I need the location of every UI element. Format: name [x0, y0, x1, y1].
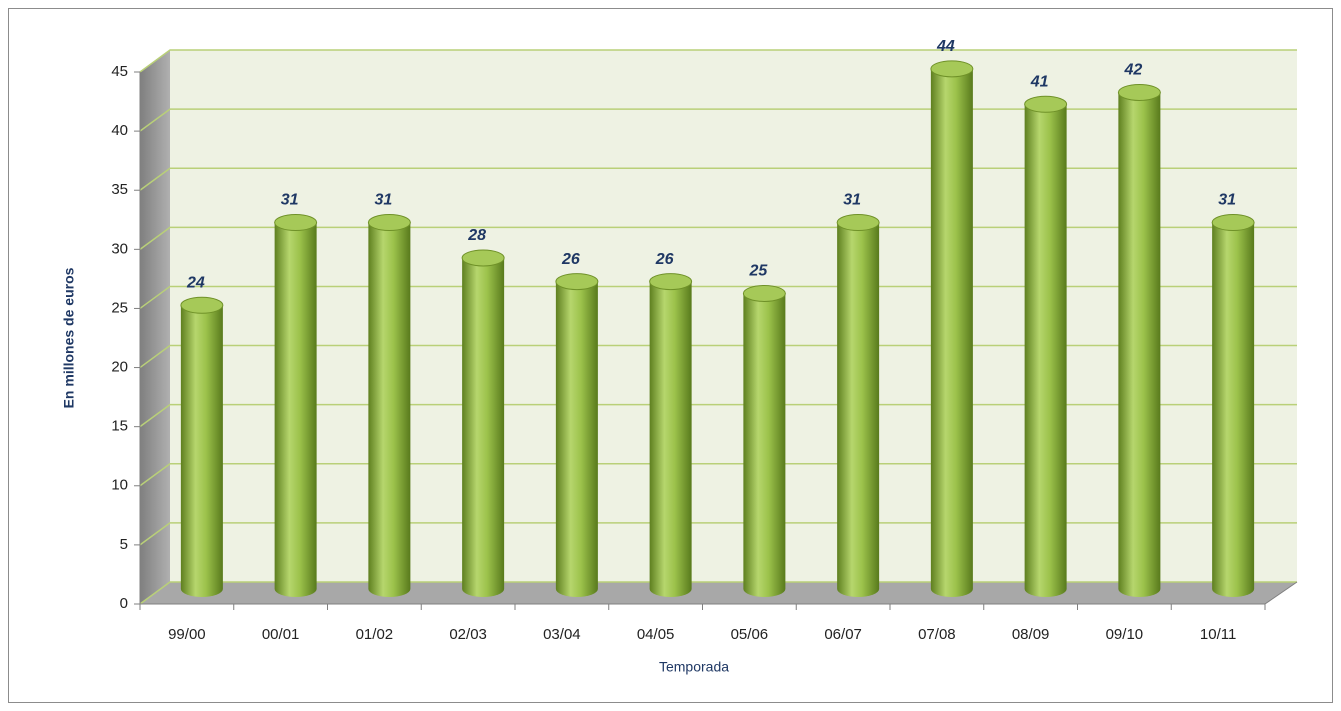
bar-body [555, 281, 598, 597]
bar [1117, 83, 1161, 597]
grid-line [139, 522, 1297, 546]
bar-body [837, 222, 880, 597]
side-wall [140, 50, 170, 604]
y-tick-label: 25 [111, 299, 128, 316]
bar [1211, 214, 1255, 597]
bar-body [1212, 222, 1255, 597]
bar [180, 296, 224, 597]
x-tick-label: 09/10 [1106, 626, 1144, 643]
bar-body [1024, 104, 1067, 598]
grid-line [139, 285, 1297, 310]
bar-body [368, 222, 411, 597]
value-label: 41 [1030, 74, 1049, 91]
y-tick-label: 15 [111, 418, 128, 435]
x-tick-label: 06/07 [824, 626, 862, 643]
bar [274, 214, 318, 597]
bar-body [274, 222, 317, 597]
floor [140, 582, 1297, 604]
y-tick-label: 45 [111, 63, 128, 80]
value-label: 28 [467, 227, 486, 244]
bar-top [1117, 83, 1161, 101]
bar-body [1118, 92, 1161, 597]
value-label: 31 [1218, 192, 1236, 209]
grid-line [139, 167, 1297, 191]
grid-line [139, 403, 1297, 428]
grid-line [139, 49, 1297, 73]
x-tick-label: 01/02 [356, 626, 394, 643]
bar-top [1211, 214, 1255, 232]
bar [930, 60, 974, 598]
bar-top [930, 60, 974, 78]
grid-line [139, 463, 1297, 487]
x-tick-label: 02/03 [449, 626, 487, 643]
bar [1024, 95, 1068, 598]
grid-line [139, 344, 1297, 369]
x-tick-label: 10/11 [1200, 626, 1236, 643]
value-label: 42 [1123, 62, 1142, 79]
bar-top [367, 214, 411, 232]
y-tick-label: 30 [111, 240, 128, 257]
bar-top [836, 214, 880, 232]
x-tick-label: 03/04 [543, 626, 581, 643]
x-axis-title: Temporada [659, 659, 729, 675]
bar-top [461, 249, 505, 267]
bar-body [180, 305, 223, 597]
x-axis-depth [1264, 581, 1298, 605]
y-tick-label: 5 [120, 536, 128, 553]
bar-body [743, 293, 786, 597]
grid-line [139, 108, 1297, 132]
grid-line [139, 226, 1297, 250]
bar [461, 249, 505, 597]
value-label: 31 [281, 192, 299, 209]
bar [649, 273, 693, 597]
value-label: 31 [843, 192, 861, 209]
x-tick-label: 99/00 [168, 626, 206, 643]
x-tick-label: 00/01 [262, 626, 300, 643]
back-wall [170, 50, 1297, 582]
y-tick-label: 10 [111, 477, 128, 494]
value-label: 26 [655, 251, 674, 268]
bar-top [1024, 95, 1068, 113]
value-label: 25 [748, 263, 768, 280]
x-tick-label: 07/08 [918, 626, 956, 643]
y-axis-title: En millones de euros [61, 267, 77, 408]
x-tick-label: 05/06 [731, 626, 769, 643]
y-tick-label: 0 [120, 595, 128, 612]
bar-body [462, 257, 505, 597]
value-label: 44 [936, 38, 955, 55]
value-label: 26 [561, 251, 580, 268]
value-label: 24 [186, 274, 205, 291]
bar-body [930, 68, 973, 598]
bar [836, 214, 880, 597]
bar-top [555, 273, 599, 291]
grid-line [139, 581, 1297, 605]
value-label: 31 [374, 192, 392, 209]
bar-top [274, 214, 318, 232]
bar-body [649, 281, 692, 597]
bar-top [742, 284, 786, 302]
y-tick-label: 40 [111, 122, 128, 139]
y-tick-label: 35 [111, 181, 128, 198]
bar-top [180, 296, 224, 314]
y-tick-label: 20 [111, 359, 128, 376]
bar [367, 214, 411, 597]
bar [742, 284, 786, 597]
x-tick-label: 08/09 [1012, 626, 1050, 643]
x-tick-label: 04/05 [637, 626, 675, 643]
bar-top [649, 273, 693, 291]
bar [555, 273, 599, 597]
